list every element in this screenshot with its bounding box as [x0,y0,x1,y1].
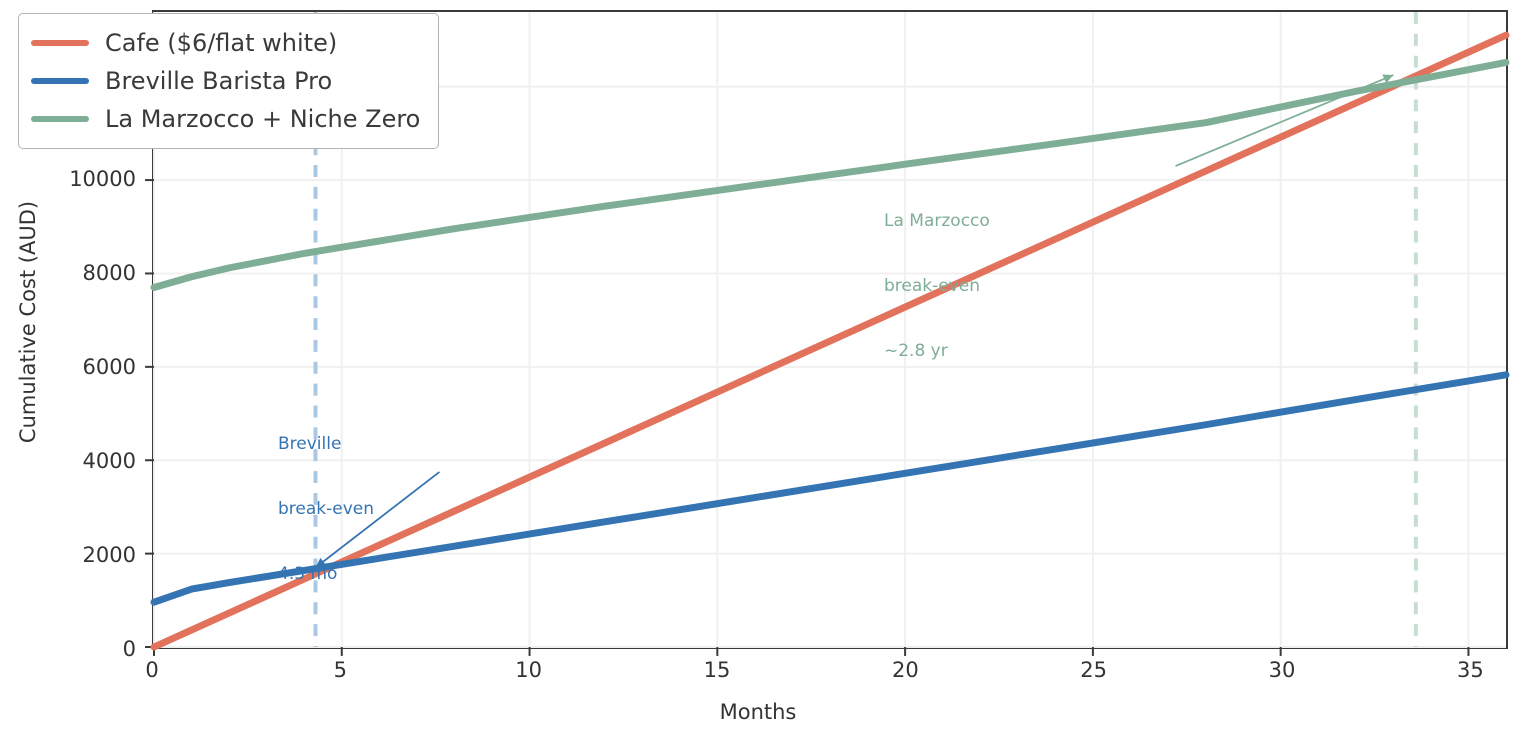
x-tick-label: 0 [145,658,159,682]
annotation-breville-breakeven: Breville break-even 4.3 mo [278,390,374,629]
legend-label-cafe: Cafe ($6/flat white) [105,29,338,57]
breakeven-vlines [313,12,1418,647]
annotation-lamarzocco-breakeven: La Marzocco break-even ~2.8 yr [884,167,990,406]
legend[interactable]: Cafe ($6/flat white) Breville Barista Pr… [18,13,440,149]
x-tick-label: 10 [515,658,543,682]
y-tick-label: 0 [122,637,136,661]
annotation-breville-line1: Breville [278,433,342,454]
legend-item-lamarzocco[interactable]: La Marzocco + Niche Zero [31,100,420,138]
annotation-breville-line3: 4.3 mo [278,564,338,584]
x-axis-label: Months [719,700,797,724]
legend-swatch-cafe [31,40,89,46]
y-tick-label: 4000 [82,449,136,474]
annotation-breville-line2: break-even [278,498,375,519]
annotation-lamarzocco-line1: La Marzocco [884,210,990,231]
y-tick-label: 2000 [82,543,136,568]
legend-label-breville: Breville Barista Pro [105,67,333,95]
tick-marks [145,85,1470,656]
x-tick-label: 30 [1268,658,1296,682]
y-tick-label: 8000 [82,261,136,286]
x-tick-label: 5 [333,658,348,682]
x-tick-label: 35 [1456,658,1484,682]
x-tick-label: 25 [1080,658,1108,682]
legend-label-lamarzocco: La Marzocco + Niche Zero [105,105,421,133]
x-tick-label: 20 [891,658,919,682]
legend-swatch-lamarzocco [31,116,89,122]
legend-item-cafe[interactable]: Cafe ($6/flat white) [31,24,420,62]
legend-item-breville[interactable]: Breville Barista Pro [31,62,420,100]
annotation-connectors [314,74,1394,569]
y-tick-label: 10000 [69,167,136,192]
x-tick-label: 15 [703,658,731,682]
data-series [150,31,1510,651]
annotation-lamarzocco-line2: break-even [884,275,981,296]
y-tick-label: 6000 [82,355,136,380]
annotation-lamarzocco-line3: ~2.8 yr [884,341,948,361]
legend-swatch-breville [31,78,89,84]
